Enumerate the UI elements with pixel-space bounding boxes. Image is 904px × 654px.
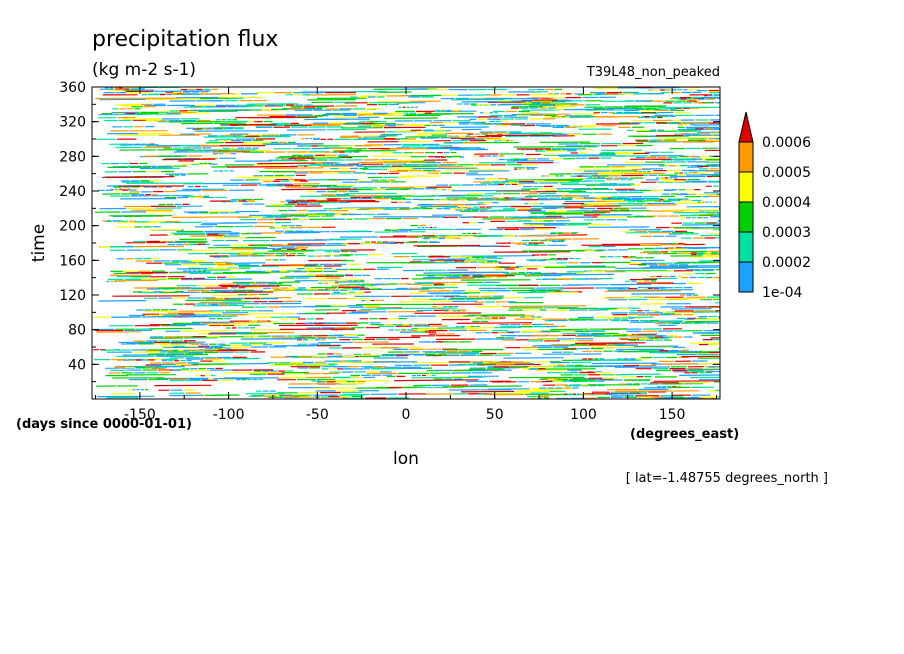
y-tick-label: 360 [59, 80, 86, 96]
y-tick-label: 40 [68, 357, 86, 373]
precip-streak [345, 288, 429, 291]
precip-streak [222, 271, 290, 274]
x-tick-label: -100 [213, 407, 245, 423]
x-units-label: (degrees_east) [630, 427, 739, 442]
precip-streak [234, 116, 318, 119]
colorbar-label: 0.0004 [762, 195, 811, 211]
latitude-footnote: [ lat=-1.48755 degrees_north ] [626, 471, 828, 486]
y-axis: 40 80 120 160 200 240 280 320 360 [59, 80, 720, 383]
precip-streak [410, 376, 485, 379]
precip-streak [460, 390, 515, 393]
precip-streak [604, 290, 681, 292]
precip-streak [394, 379, 479, 382]
y-tick-label: 240 [59, 184, 86, 200]
colorbar: 1e-04 0.0002 0.0003 0.0004 0.0005 0.0006 [738, 111, 811, 301]
precip-streak [456, 97, 539, 100]
precip-streak [669, 297, 721, 300]
y-tick-label: 160 [59, 253, 86, 269]
colorbar-segment [738, 141, 754, 173]
x-axis: -150 -100 -50 0 50 100 150 [95, 87, 717, 423]
precip-streak [281, 188, 350, 191]
chart-units: (kg m-2 s-1) [92, 60, 196, 80]
x-tick-label: -50 [306, 407, 329, 423]
precip-streak [291, 200, 376, 202]
colorbar-segment [738, 201, 754, 233]
y-units-label: (days since 0000-01-01) [16, 417, 192, 432]
plot-area [91, 86, 721, 400]
y-axis-label: time [29, 224, 49, 262]
colorbar-label: 0.0003 [762, 225, 811, 241]
precip-streak [503, 357, 564, 359]
x-tick-label: 50 [486, 407, 504, 423]
precip-streak [592, 346, 674, 349]
precip-streak [226, 165, 298, 168]
precip-streak [601, 243, 676, 246]
precip-streak [265, 143, 324, 146]
y-tick-label: 80 [68, 323, 86, 339]
precipitation-field [93, 86, 721, 400]
run-label: T39L48_non_peaked [586, 65, 720, 80]
precip-streak [514, 305, 587, 307]
precip-streak [505, 178, 584, 181]
precip-streak [207, 246, 268, 249]
x-tick-label: 100 [570, 407, 597, 423]
colorbar-label: 0.0006 [762, 135, 811, 151]
precip-streak [653, 380, 721, 382]
x-tick-label: 150 [659, 407, 686, 423]
precip-streak [162, 158, 216, 161]
precip-streak [560, 183, 635, 186]
colorbar-label: 0.0002 [762, 255, 811, 271]
x-tick-label: -150 [124, 407, 156, 423]
precip-streak [575, 342, 646, 344]
colorbar-label: 0.0005 [762, 165, 811, 181]
y-tick-label: 320 [59, 115, 86, 131]
colorbar-label: 1e-04 [762, 285, 802, 301]
precip-streak [423, 271, 509, 274]
y-tick-label: 280 [59, 149, 86, 165]
colorbar-segment [738, 231, 754, 263]
precip-streak [270, 364, 329, 366]
precip-streak [172, 216, 253, 218]
precip-streak [257, 162, 337, 165]
chart-title: precipitation flux [92, 27, 278, 52]
precip-streak [442, 385, 522, 388]
y-tick-label: 200 [59, 219, 86, 235]
x-tick-label: 0 [402, 407, 411, 423]
precip-streak [540, 273, 615, 276]
precip-streak [615, 390, 700, 392]
precip-streak [588, 203, 649, 206]
precip-streak [344, 192, 397, 195]
precip-streak [456, 322, 533, 324]
precip-streak [530, 212, 606, 214]
colorbar-segment [738, 171, 754, 203]
precip-streak [649, 265, 721, 267]
colorbar-segment [738, 261, 754, 293]
precip-streak [571, 359, 637, 361]
colorbar-max-arrow [738, 111, 754, 143]
precip-streak [317, 279, 363, 281]
x-axis-label: lon [393, 449, 419, 469]
precip-streak [607, 289, 693, 291]
y-tick-label: 120 [59, 288, 86, 304]
precip-streak [234, 176, 292, 179]
precip-streak [264, 167, 324, 169]
